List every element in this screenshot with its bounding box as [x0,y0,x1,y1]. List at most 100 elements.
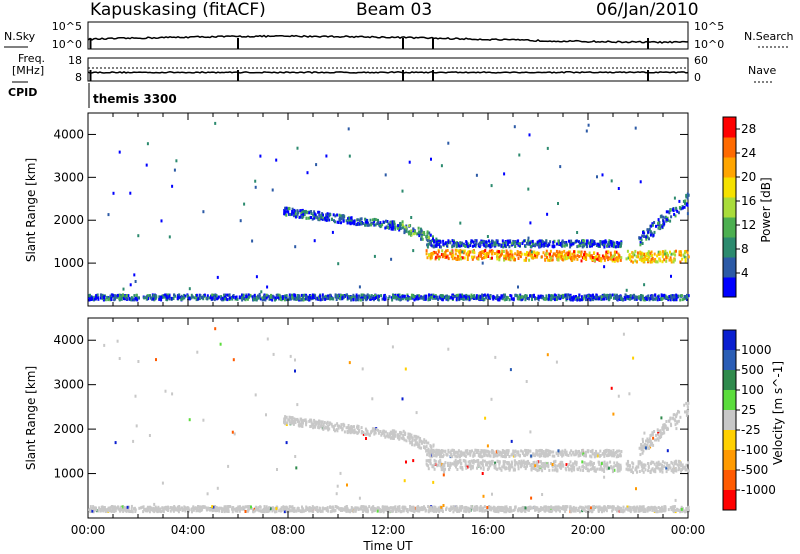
power-scatter-point [391,220,394,224]
velocity-scatter-point [660,466,663,470]
velocity-scatter-point [454,450,457,454]
velocity-scatter-point [488,454,491,458]
power-scatter-point [622,298,625,302]
power-scatter-point [339,294,342,297]
power-scatter-point [265,293,268,297]
velocity-scatter-point [362,431,365,434]
velocity-scatter-point [507,461,510,465]
velocity-scatter-point [400,436,403,440]
velocity-scatter-point [399,431,402,435]
power-scatter-point [555,298,558,301]
power-scatter-point [104,298,107,302]
power-sparse-point [643,283,646,287]
velocity-scatter-point [325,422,328,426]
power-scatter-point [429,233,432,237]
power-scatter-point [468,294,471,298]
velocity-scatter-point [506,461,509,465]
power-scatter-point [510,250,513,254]
power-scatter-point [342,216,345,220]
power-scatter-point [165,293,168,297]
power-scatter-point [255,295,258,299]
power-scatter-point [289,213,292,217]
power-scatter-point [581,245,584,249]
power-scatter-point [566,251,569,255]
power-scatter-point [465,240,468,244]
velocity-scatter-point [508,465,510,469]
power-scatter-point [430,293,433,297]
velocity-scatter-point [557,449,560,453]
velocity-scatter-point [392,434,394,438]
power-scatter-point [453,244,456,248]
power-scatter-point [576,254,579,258]
velocity-scatter-point [517,450,520,454]
power-scatter-point [650,224,653,228]
power-scatter-point [294,215,297,219]
velocity-scatter-point [447,450,450,454]
power-scatter-point [475,294,478,298]
power-scatter-point [563,241,566,245]
velocity-scatter-point [503,466,506,470]
velocity-scatter-point [360,426,363,430]
velocity-scatter-point [599,454,602,457]
power-scatter-point [611,240,614,244]
velocity-scatter-point [523,453,525,457]
velocity-scatter-point [512,468,515,472]
velocity-scatter-point [382,510,385,514]
power-scatter-point [202,295,205,299]
power-scatter-point [418,296,421,300]
power-sparse-point [486,235,489,238]
velocity-scatter-point [674,462,677,466]
velocity-scatter-point [142,505,145,509]
velocity-scatter-point [480,449,483,453]
velocity-scatter-point [476,466,478,470]
power-scatter-point [612,245,615,249]
velocity-scatter-point [432,465,435,469]
power-scatter-point [102,296,105,300]
power-scatter-point [279,297,282,301]
power-scatter-point [313,210,316,214]
power-scatter-point [340,217,343,221]
velocity-scatter-point [304,418,307,422]
power-scatter-point [317,210,320,214]
power-scatter-point [566,295,569,299]
power-sparse-point [410,216,413,219]
velocity-scatter-point [434,505,437,509]
velocity-scatter-point [577,506,580,510]
power-scatter-point [455,297,458,300]
velocity-scatter-point [648,437,651,441]
velocity-scatter-point [677,419,680,423]
power-scatter-point [507,241,510,245]
velocity-scatter-point [439,449,442,453]
velocity-scatter-point [440,453,442,457]
power-scatter-point [484,255,487,259]
velocity-scatter-point [670,460,673,464]
power-scatter-point [379,225,382,229]
power-scatter-point [199,294,202,298]
velocity-scatter-point [680,464,683,467]
velocity-scatter-point [587,463,590,467]
power-scatter-point [562,255,565,259]
velocity-scatter-point [578,466,581,470]
velocity-scatter-point [192,505,195,509]
power-scatter-point [608,239,611,243]
power-scatter-point [197,297,200,301]
power-scatter-point [633,294,636,298]
power-scatter-point [639,243,642,247]
velocity-scatter-point [487,450,490,454]
velocity-scatter-point [572,466,575,470]
velocity-scatter-point [560,452,563,456]
velocity-scatter-point [613,461,616,465]
velocity-scatter-point [342,424,345,428]
power-scatter-point [525,253,528,257]
power-scatter-point [661,250,664,254]
power-scatter-point [281,295,284,299]
velocity-scatter-point [579,453,582,457]
velocity-scatter-point [618,464,621,468]
power-scatter-point [576,296,579,300]
velocity-scatter-point [613,468,616,472]
velocity-scatter-point [656,463,659,467]
velocity-scatter-point [389,509,392,513]
power-scatter-point [666,255,669,259]
power-scatter-point [457,297,460,301]
velocity-scatter-point [651,467,654,471]
